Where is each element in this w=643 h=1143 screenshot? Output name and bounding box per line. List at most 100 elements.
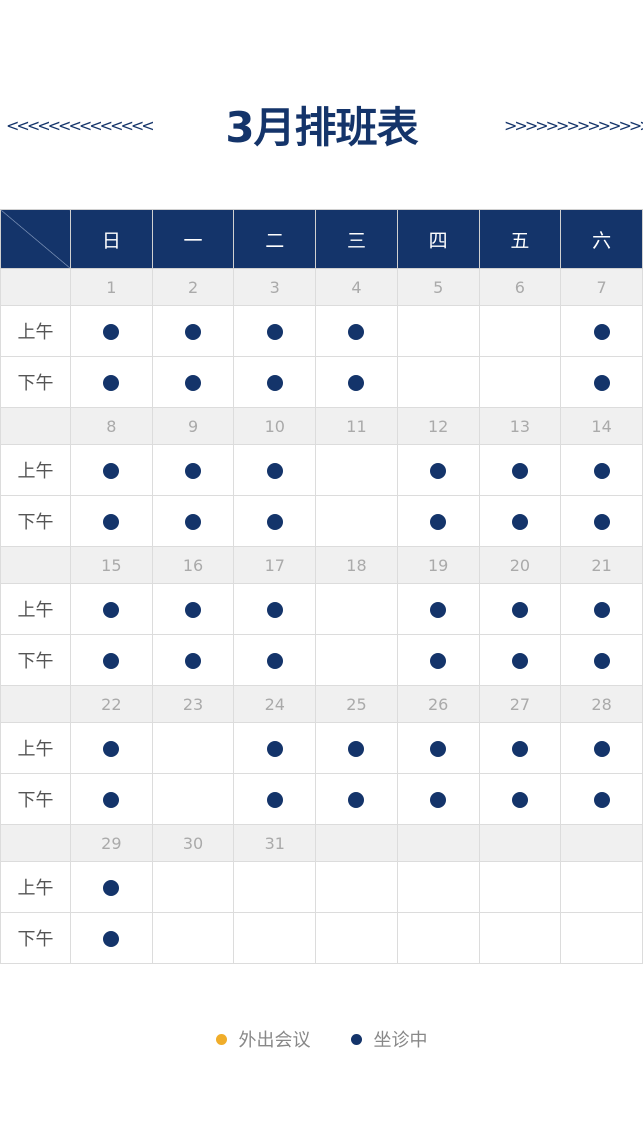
seeing-dot-icon	[185, 463, 202, 479]
seeing-dot-icon	[348, 375, 365, 391]
date-cell: 1	[70, 268, 153, 306]
seeing-dot-icon	[103, 653, 120, 669]
legend-label: 外出会议	[238, 1030, 311, 1051]
schedule-cell	[560, 356, 643, 408]
empty-cell	[0, 685, 71, 723]
schedule-cell	[233, 912, 317, 964]
schedule-cell	[560, 495, 643, 547]
am-row: 上午	[0, 583, 643, 635]
schedule-cell	[560, 444, 643, 496]
schedule-cell	[478, 495, 562, 547]
schedule-cell	[233, 634, 317, 686]
date-row: 22 23 24 25 26 27 28	[0, 685, 643, 723]
schedule-cell	[560, 305, 643, 357]
schedule-cell	[478, 444, 562, 496]
schedule-cell	[478, 861, 562, 913]
schedule-cell	[151, 495, 235, 547]
seeing-dot-icon	[511, 741, 528, 757]
seeing-dot-icon	[103, 463, 120, 479]
seeing-dot-icon	[103, 792, 120, 808]
seeing-dot-icon	[511, 463, 528, 479]
weekday-header: 二	[233, 209, 317, 269]
date-cell: 22	[70, 685, 153, 723]
date-cell: 25	[315, 685, 398, 723]
am-row: 上午	[0, 861, 643, 913]
schedule-cell	[396, 305, 480, 357]
weekday-header: 四	[396, 209, 480, 269]
seeing-dot-icon	[593, 792, 610, 808]
schedule-cell	[315, 634, 398, 686]
seeing-dot-icon	[103, 375, 120, 391]
date-cell: 23	[151, 685, 235, 723]
date-cell: 4	[315, 268, 398, 306]
schedule-cell	[70, 861, 153, 913]
seeing-dot-icon	[593, 324, 610, 340]
schedule-cell	[560, 912, 643, 964]
chevrons-left-decoration: <<<<<<<<<<<<<<	[6, 116, 155, 135]
date-cell	[315, 824, 398, 862]
schedule-cell	[396, 583, 480, 635]
seeing-dot-icon	[266, 792, 283, 808]
schedule-cell	[315, 722, 398, 774]
schedule-cell	[233, 356, 317, 408]
seeing-dot-icon	[266, 653, 283, 669]
date-cell: 21	[560, 546, 643, 584]
seeing-dot-icon	[593, 602, 610, 618]
schedule-cell	[478, 722, 562, 774]
seeing-dot-icon	[103, 324, 120, 340]
corner-cell	[0, 209, 71, 269]
date-cell: 29	[70, 824, 153, 862]
legend-dot-icon	[215, 1033, 227, 1045]
date-cell: 14	[560, 407, 643, 445]
date-cell: 20	[478, 546, 562, 584]
weekday-header: 一	[151, 209, 235, 269]
seeing-dot-icon	[185, 324, 202, 340]
date-cell	[396, 824, 480, 862]
date-cell: 30	[151, 824, 235, 862]
schedule-cell	[396, 444, 480, 496]
date-cell: 31	[233, 824, 317, 862]
weekday-header-row: 日一二三四五六	[0, 209, 643, 269]
seeing-dot-icon	[511, 602, 528, 618]
pm-row: 下午	[0, 912, 643, 964]
date-row: 15 16 17 18 19 20 21	[0, 546, 643, 584]
schedule-cell	[151, 773, 235, 825]
date-cell: 10	[233, 407, 317, 445]
schedule-cell	[560, 722, 643, 774]
schedule-cell	[396, 495, 480, 547]
seeing-dot-icon	[511, 792, 528, 808]
date-row: 29 30 31	[0, 824, 643, 862]
schedule-cell	[478, 583, 562, 635]
seeing-dot-icon	[266, 324, 283, 340]
schedule-cell	[233, 583, 317, 635]
seeing-dot-icon	[103, 931, 120, 947]
schedule-cell	[396, 773, 480, 825]
seeing-dot-icon	[266, 514, 283, 530]
pm-row: 下午	[0, 634, 643, 686]
date-cell: 11	[315, 407, 398, 445]
seeing-dot-icon	[266, 375, 283, 391]
schedule-cell	[70, 634, 153, 686]
empty-cell	[0, 268, 71, 306]
schedule-cell	[560, 583, 643, 635]
seeing-dot-icon	[266, 602, 283, 618]
schedule-cell	[151, 722, 235, 774]
slot-label: 上午	[0, 722, 71, 774]
seeing-dot-icon	[593, 514, 610, 530]
legend-label: 坐诊中	[373, 1030, 428, 1051]
schedule-cell	[151, 912, 235, 964]
weekday-header: 日	[70, 209, 153, 269]
date-cell: 3	[233, 268, 317, 306]
legend-item: 外出会议	[215, 1026, 311, 1052]
am-row: 上午	[0, 305, 643, 357]
schedule-cell	[315, 583, 398, 635]
am-row: 上午	[0, 722, 643, 774]
date-cell: 16	[151, 546, 235, 584]
seeing-dot-icon	[103, 514, 120, 530]
date-cell: 15	[70, 546, 153, 584]
seeing-dot-icon	[511, 514, 528, 530]
seeing-dot-icon	[593, 463, 610, 479]
schedule-cell	[315, 356, 398, 408]
schedule-cell	[151, 356, 235, 408]
